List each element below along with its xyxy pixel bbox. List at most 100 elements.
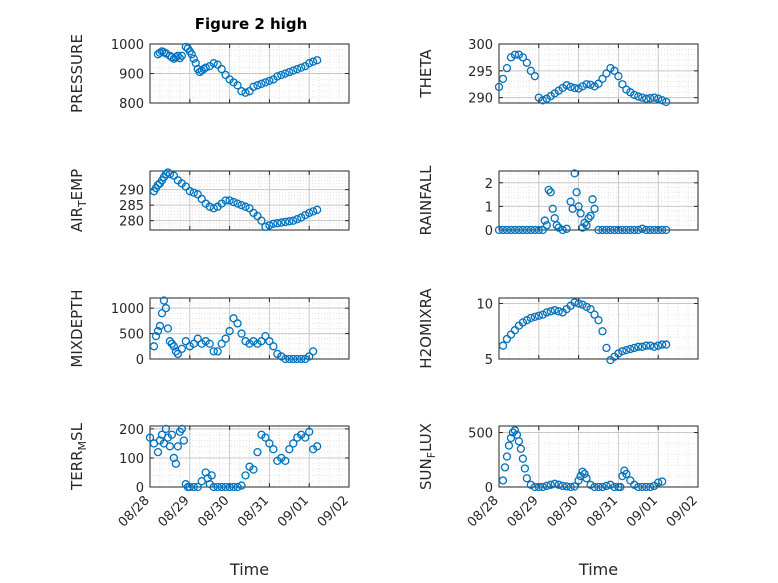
data-point [504,441,514,450]
data-point [522,58,532,67]
data-point [574,299,583,308]
data-point [630,480,639,489]
data-point [297,63,306,72]
data-point [265,439,274,448]
data-point [630,343,639,353]
data-point [229,314,238,323]
data-point [167,430,177,439]
x-tick-label: 09/01 [624,493,661,530]
data-point [654,94,663,103]
data-point [221,482,230,492]
data-point [281,456,290,466]
data-point [213,482,222,492]
data-point [638,224,647,233]
data-point [293,354,302,364]
data-point [273,72,282,81]
data-point [618,225,627,235]
data-point [586,211,595,220]
data-point [241,202,250,211]
data-point [249,465,258,474]
data-point [161,424,171,434]
data-point [582,474,591,483]
data-point [586,304,595,314]
data-point [540,216,549,225]
data-point [602,481,611,491]
data-point [177,51,186,60]
y-tick-label: 1000 [111,38,144,53]
data-point [558,225,567,235]
data-point [289,439,298,448]
data-point [175,54,185,63]
y-axis-label: H2OMIXRA [417,288,435,369]
data-point [265,76,274,86]
subplot-sun-flux: 0 500 08/28 08/29 08/30 08/31 09/01 09/02 Time SU… [417,423,701,579]
data-point [638,342,647,351]
data-point [237,87,246,96]
data-point [498,341,508,350]
data-point [233,482,242,492]
data-point [574,84,583,93]
y-tick-label: 900 [119,68,144,83]
data-point [630,225,639,235]
data-series [149,168,322,232]
data-point [658,477,667,486]
data-point [546,307,555,316]
data-point [261,222,270,232]
data-point [562,81,571,90]
data-point [233,81,242,90]
data-point [580,218,589,228]
data-point [638,482,647,492]
y-tick-label: 200 [119,423,144,438]
data-point [642,225,651,235]
data-point [578,82,587,91]
data-point [249,82,258,91]
axes-box [149,297,350,360]
data-point [179,436,188,445]
data-point [261,433,270,442]
y-tick-label: 5 [485,353,493,368]
subplot-pressure: 800 900 1000 PRESSURE [68,34,350,113]
data-point [209,482,218,492]
data-point [626,225,635,235]
data-series [494,50,671,107]
data-point [622,225,631,235]
data-point [522,316,532,325]
data-point [225,326,234,336]
data-point [590,310,599,319]
axes-box [498,297,699,360]
data-point [618,80,627,89]
data-point [281,354,290,364]
data-point [530,482,539,492]
data-point [634,342,643,351]
data-point [590,482,599,492]
data-point [241,88,250,97]
data-point [265,221,274,230]
data-point [217,339,226,348]
data-point [550,479,559,488]
data-point [570,169,579,178]
data-point [546,480,555,489]
data-point [562,224,571,233]
data-point [153,326,163,336]
data-point [498,476,508,485]
data-point [201,63,210,72]
y-axis-label: TERRMSL [68,422,89,491]
data-point [253,81,262,90]
data-point [602,343,611,353]
data-point [654,478,663,487]
data-point [237,329,246,338]
data-point [189,482,198,492]
data-point [149,342,159,351]
data-point [269,219,278,228]
x-tick-label: 08/28 [465,493,502,530]
x-tick-label: 08/28 [116,493,153,530]
x-tick-label: 08/31 [235,493,272,530]
data-point [542,481,551,491]
data-point [572,188,581,197]
data-point [578,300,587,309]
data-point [494,82,504,92]
data-point [546,188,555,197]
data-point [614,72,623,81]
data-point [193,334,202,343]
data-point [518,53,528,62]
